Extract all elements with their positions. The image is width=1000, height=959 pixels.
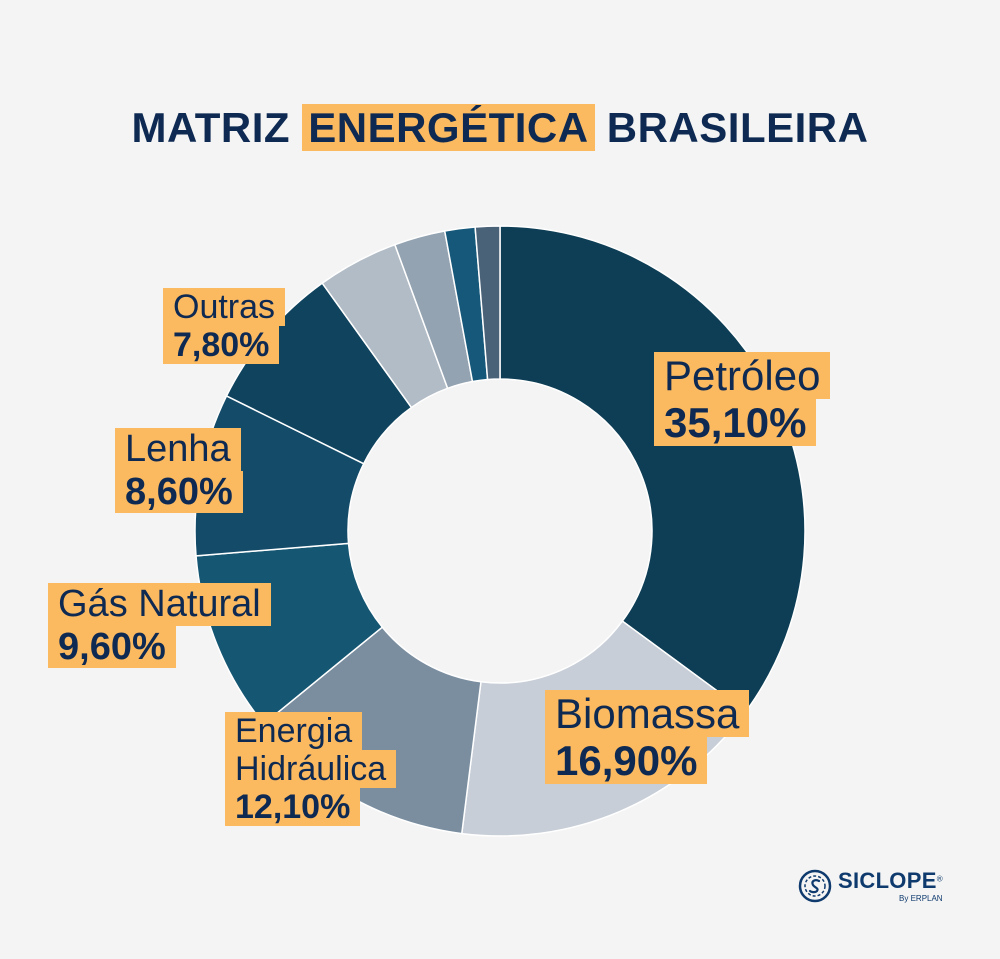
- label-petroleo-value: 35,10%: [654, 399, 817, 447]
- logo-registered: ®: [936, 874, 943, 884]
- label-biomassa-value: 16,90%: [545, 737, 708, 785]
- donut-slice-9: [474, 225, 501, 381]
- title-pre: MATRIZ: [131, 104, 303, 151]
- siclope-logo-icon: [798, 869, 832, 903]
- label-gas-natural: Gás Natural 9,60%: [48, 583, 271, 669]
- label-lenha-name: Lenha: [115, 428, 241, 471]
- label-hidraulica-line1: Energia: [225, 712, 363, 751]
- label-biomassa-name: Biomassa: [545, 690, 750, 738]
- chart-title: MATRIZ ENERGÉTICA BRASILEIRA: [0, 104, 1000, 152]
- label-hidraulica: Energia Hidráulica 12,10%: [225, 712, 397, 827]
- title-highlight: ENERGÉTICA: [302, 104, 595, 151]
- label-hidraulica-value: 12,10%: [225, 788, 361, 827]
- label-hidraulica-line2: Hidráulica: [225, 750, 397, 789]
- siclope-logo: SICLOPE® By ERPLAN: [798, 866, 943, 906]
- label-petroleo: Petróleo 35,10%: [654, 352, 831, 447]
- label-outras-name: Outras: [163, 288, 286, 327]
- label-petroleo-name: Petróleo: [654, 352, 831, 400]
- label-lenha: Lenha 8,60%: [115, 428, 243, 514]
- title-post: BRASILEIRA: [594, 104, 869, 151]
- label-gas-natural-value: 9,60%: [48, 625, 176, 669]
- label-gas-natural-name: Gás Natural: [48, 583, 271, 626]
- logo-name: SICLOPE: [838, 867, 937, 893]
- label-lenha-value: 8,60%: [115, 470, 243, 514]
- label-biomassa: Biomassa 16,90%: [545, 690, 750, 785]
- label-outras: Outras 7,80%: [163, 288, 286, 365]
- label-outras-value: 7,80%: [163, 326, 280, 365]
- logo-subtitle: By ERPLAN: [899, 893, 943, 903]
- donut-slice-0: [499, 225, 806, 713]
